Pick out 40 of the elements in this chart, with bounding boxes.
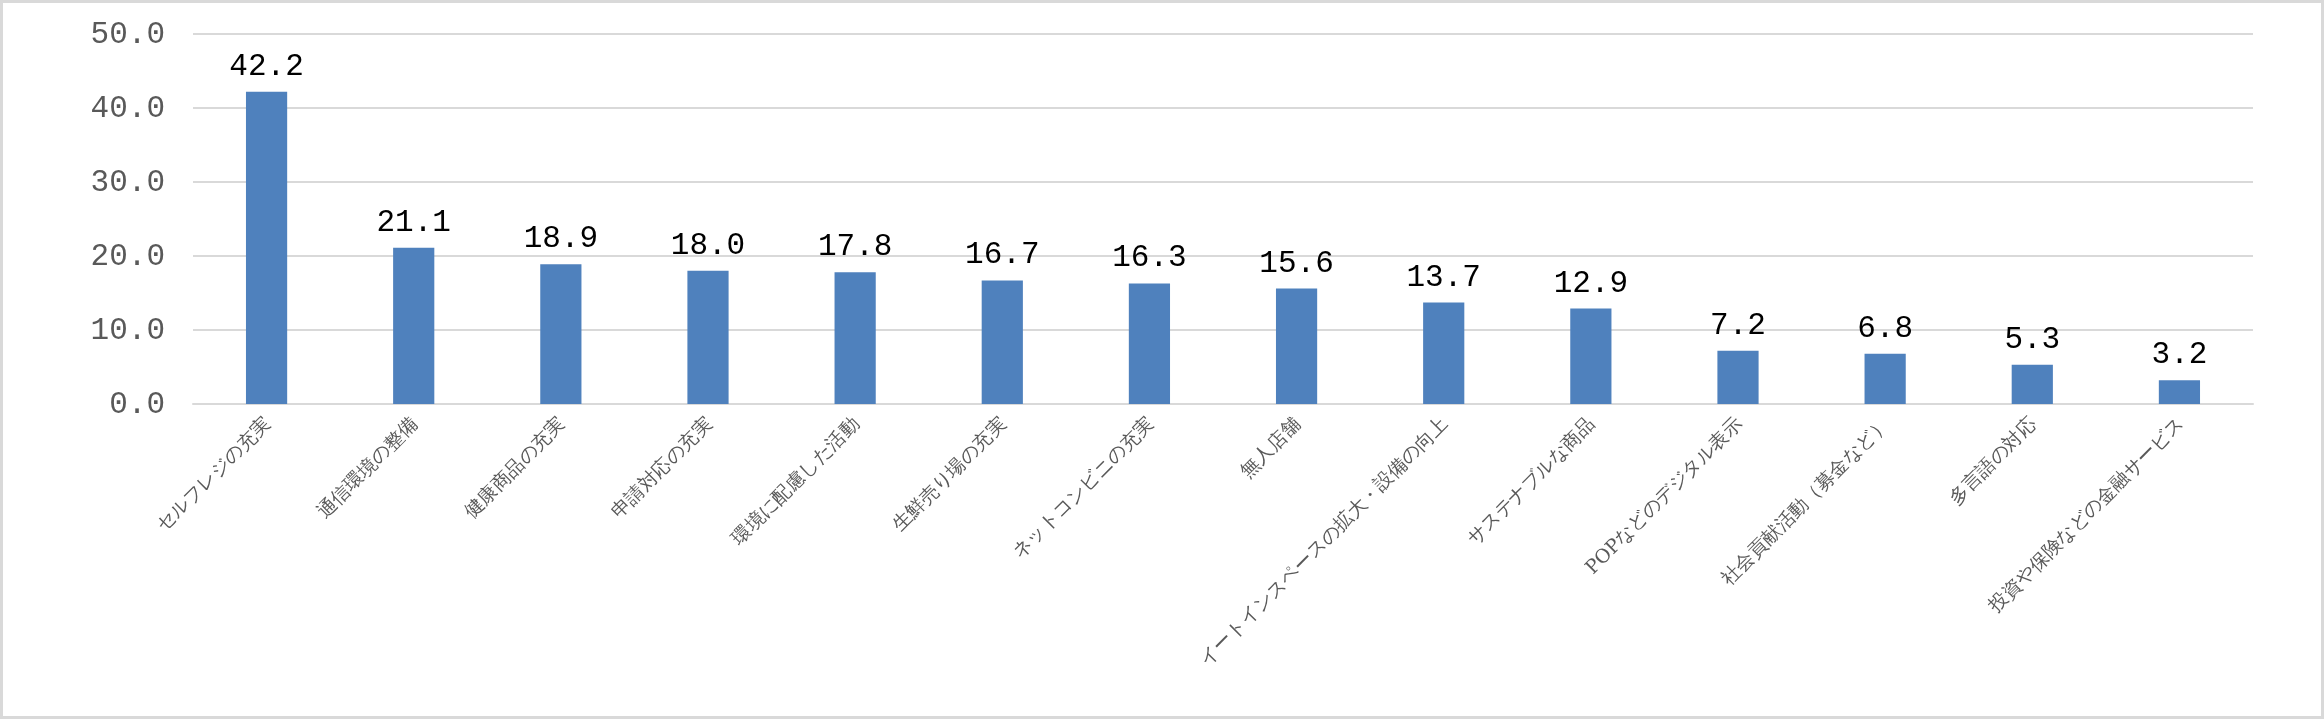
- x-tick-label: 健康商品の充実: [459, 412, 569, 522]
- data-label: 7.2: [1710, 307, 1766, 343]
- bar: [834, 272, 876, 404]
- y-tick-label: 50.0: [90, 16, 165, 52]
- x-tick-label: 通信環境の整備: [311, 412, 422, 522]
- data-label: 18.9: [523, 221, 599, 257]
- bar: [1128, 283, 1171, 404]
- data-label: 3.2: [2151, 337, 2208, 373]
- data-label: 16.7: [965, 237, 1040, 273]
- bar: [687, 270, 729, 404]
- data-label: 5.3: [2004, 321, 2061, 357]
- y-tick-label: 20.0: [90, 238, 165, 274]
- x-tick-label: 環境に配慮した活動: [726, 412, 863, 549]
- bar: [2158, 380, 2201, 404]
- bar: [1864, 353, 1906, 404]
- y-tick-label: 40.0: [90, 90, 165, 126]
- data-label: 42.2: [229, 48, 304, 84]
- bar: [1423, 302, 1465, 404]
- bar: [1717, 350, 1759, 404]
- data-label: 21.1: [376, 204, 451, 240]
- data-label: 15.6: [1259, 245, 1334, 281]
- data-label: 17.8: [817, 229, 893, 265]
- bar: [245, 91, 288, 404]
- x-tick-label: サステナブルな商品: [1462, 412, 1599, 549]
- data-label: 6.8: [1857, 310, 1914, 346]
- bar: [540, 264, 582, 404]
- y-tick-label: 30.0: [90, 164, 165, 200]
- bar: [2011, 364, 2053, 404]
- data-label: 13.7: [1406, 259, 1481, 295]
- y-tick-label: 10.0: [90, 312, 165, 348]
- bar: [1275, 288, 1318, 404]
- data-label: 16.3: [1112, 240, 1187, 276]
- x-tick-label: 多言語の対応: [1943, 412, 2041, 509]
- x-tick-label: 無人店舗: [1235, 412, 1305, 482]
- x-tick-label: 申請対応の充実: [606, 412, 716, 522]
- data-label: 18.0: [670, 227, 746, 263]
- data-label: 12.9: [1553, 265, 1629, 301]
- bar: [393, 247, 435, 404]
- bar: [1570, 308, 1612, 404]
- bar: [981, 280, 1023, 404]
